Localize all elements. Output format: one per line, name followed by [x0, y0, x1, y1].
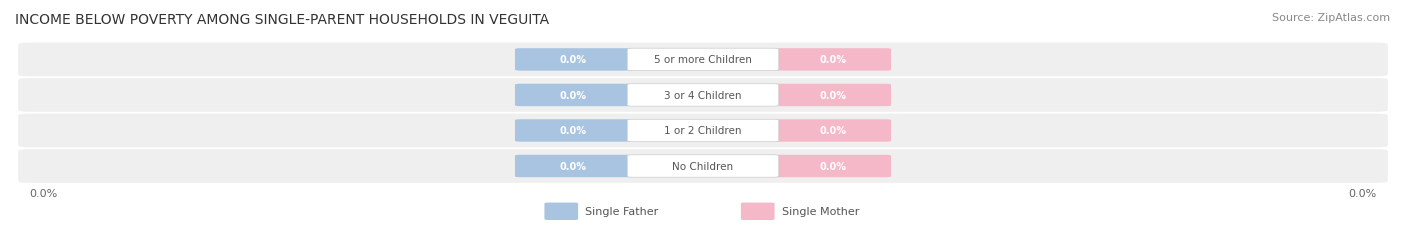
FancyBboxPatch shape [775, 49, 891, 71]
FancyBboxPatch shape [627, 120, 779, 142]
FancyBboxPatch shape [627, 84, 779, 107]
Text: 0.0%: 0.0% [560, 126, 586, 136]
Text: 0.0%: 0.0% [820, 126, 846, 136]
FancyBboxPatch shape [515, 155, 631, 177]
FancyBboxPatch shape [775, 84, 891, 107]
Text: 0.0%: 0.0% [820, 161, 846, 171]
FancyBboxPatch shape [18, 79, 1388, 112]
Text: 0.0%: 0.0% [560, 91, 586, 100]
FancyBboxPatch shape [627, 155, 779, 177]
FancyBboxPatch shape [515, 120, 631, 142]
Text: 0.0%: 0.0% [1348, 188, 1376, 198]
FancyBboxPatch shape [515, 84, 631, 107]
FancyBboxPatch shape [515, 49, 631, 71]
Text: INCOME BELOW POVERTY AMONG SINGLE-PARENT HOUSEHOLDS IN VEGUITA: INCOME BELOW POVERTY AMONG SINGLE-PARENT… [15, 13, 550, 27]
Text: 0.0%: 0.0% [820, 91, 846, 100]
Text: 0.0%: 0.0% [560, 55, 586, 65]
FancyBboxPatch shape [775, 155, 891, 177]
FancyBboxPatch shape [18, 114, 1388, 148]
Text: 5 or more Children: 5 or more Children [654, 55, 752, 65]
FancyBboxPatch shape [741, 203, 775, 220]
Text: No Children: No Children [672, 161, 734, 171]
Text: 0.0%: 0.0% [560, 161, 586, 171]
Text: 0.0%: 0.0% [820, 55, 846, 65]
Text: Source: ZipAtlas.com: Source: ZipAtlas.com [1272, 13, 1391, 23]
FancyBboxPatch shape [18, 149, 1388, 183]
Text: Single Father: Single Father [585, 206, 658, 216]
FancyBboxPatch shape [18, 43, 1388, 77]
FancyBboxPatch shape [775, 120, 891, 142]
FancyBboxPatch shape [627, 49, 779, 71]
Text: 3 or 4 Children: 3 or 4 Children [664, 91, 742, 100]
Text: 0.0%: 0.0% [30, 188, 58, 198]
FancyBboxPatch shape [544, 203, 578, 220]
Text: Single Mother: Single Mother [782, 206, 859, 216]
Text: 1 or 2 Children: 1 or 2 Children [664, 126, 742, 136]
